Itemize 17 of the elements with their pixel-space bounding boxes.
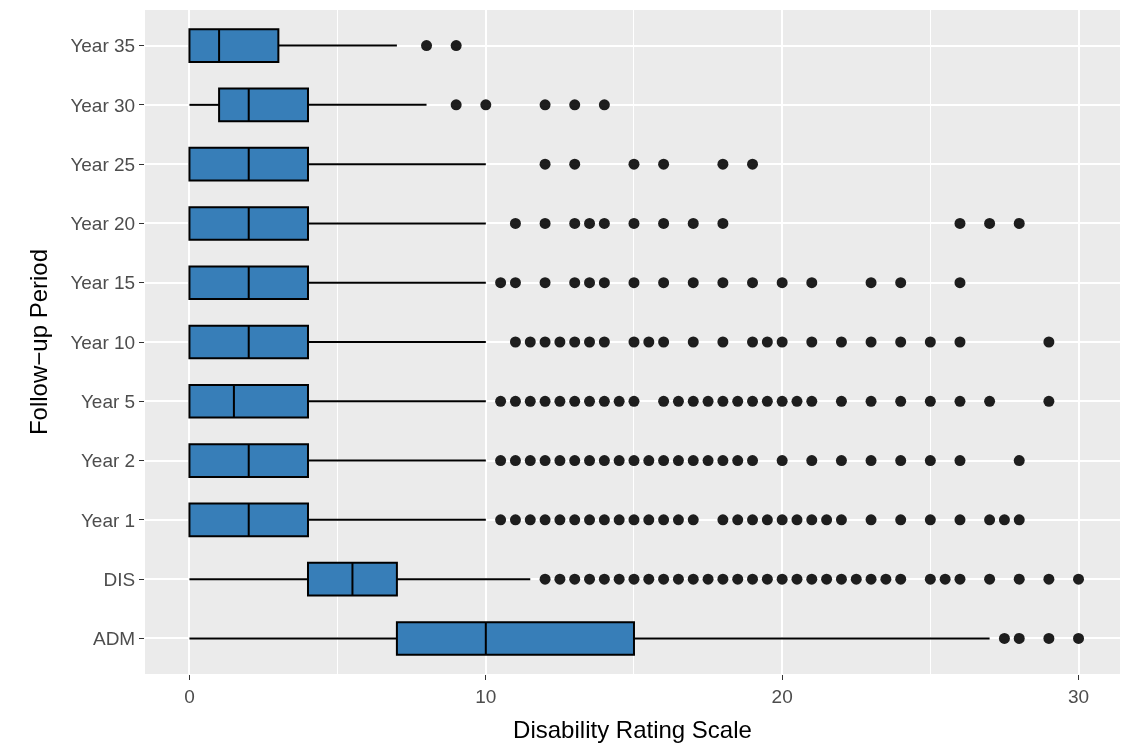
y-tick-label: Year 5 <box>80 390 136 412</box>
y-tick-label: Year 15 <box>70 272 136 294</box>
x-tick-label: 10 <box>475 685 497 707</box>
y-tick-label: Year 25 <box>70 153 136 175</box>
y-tick-label: Year 10 <box>70 331 136 353</box>
y-tick-label: Year 1 <box>80 509 136 531</box>
y-tick-label: Year 30 <box>70 94 136 116</box>
x-axis-title: Disability Rating Scale <box>513 716 752 744</box>
x-tick-label: 0 <box>184 685 195 707</box>
y-axis-title: Follow−up Period <box>25 248 53 436</box>
y-tick-label: Year 35 <box>70 35 136 57</box>
y-tick-label: ADM <box>92 628 136 650</box>
y-tick-label: DIS <box>103 568 136 590</box>
x-tick-label: 30 <box>1067 685 1090 707</box>
y-tick-label: Year 2 <box>80 450 136 472</box>
y-tick-label: Year 20 <box>70 213 136 235</box>
x-tick-label: 20 <box>771 685 793 707</box>
